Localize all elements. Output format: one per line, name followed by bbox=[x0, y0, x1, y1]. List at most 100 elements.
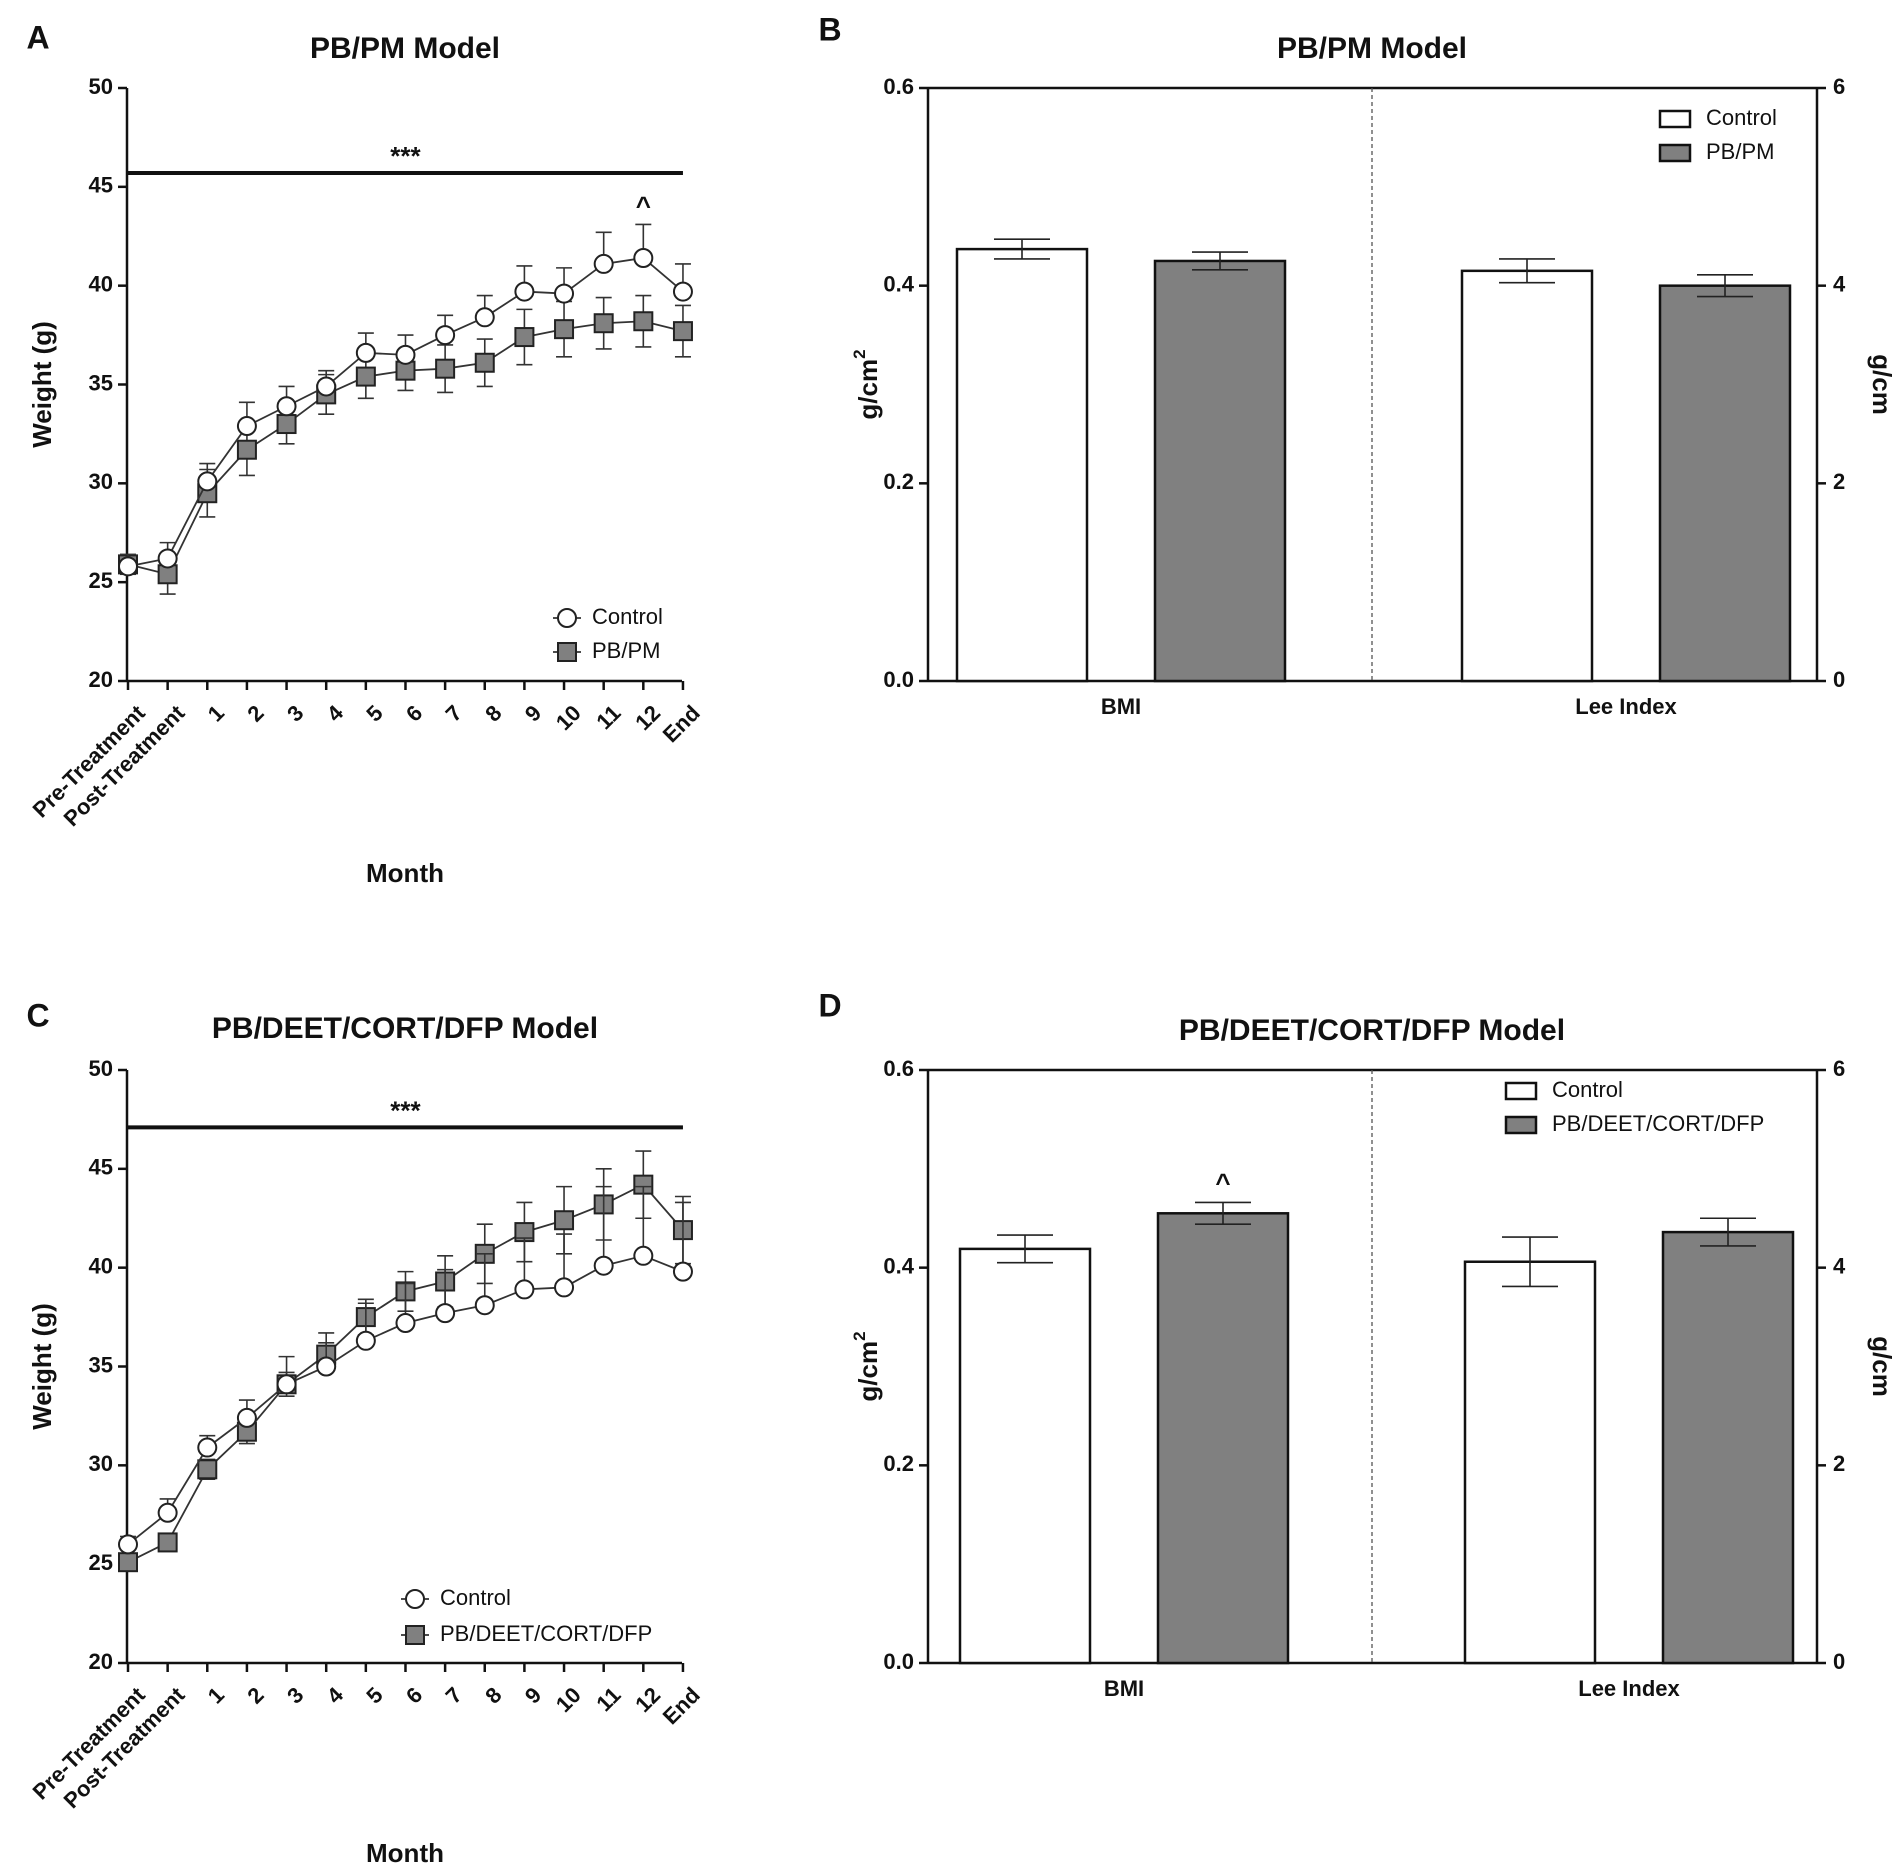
legend-label: Control bbox=[1706, 105, 1777, 130]
x-tick-label: 6 bbox=[401, 1682, 427, 1708]
legend-swatch bbox=[1658, 143, 1692, 163]
y-tick-label-left: 0.0 bbox=[883, 1649, 914, 1674]
x-axis-label: Month bbox=[366, 858, 444, 888]
bar-control bbox=[955, 247, 1089, 683]
x-category-label: BMI bbox=[1101, 694, 1141, 719]
data-point bbox=[236, 439, 257, 460]
series-line bbox=[127, 1183, 684, 1563]
series-line bbox=[127, 257, 684, 568]
y-tick-label: 30 bbox=[89, 1451, 113, 1476]
data-point bbox=[118, 1534, 138, 1555]
series-control bbox=[118, 1185, 693, 1555]
x-category-label: Lee Index bbox=[1578, 1676, 1680, 1701]
y-axis-label-left-sup: 2 bbox=[850, 349, 869, 358]
panel-label: C bbox=[26, 997, 49, 1033]
x-tick-label: 2 bbox=[242, 700, 268, 726]
x-tick-label: 9 bbox=[520, 700, 546, 726]
x-tick-label: 3 bbox=[282, 700, 308, 726]
x-tick-label: 10 bbox=[551, 700, 586, 735]
x-tick-label: 2 bbox=[242, 1682, 268, 1708]
x-tick-label: End bbox=[658, 1682, 705, 1729]
series-control bbox=[118, 223, 693, 577]
legend-label: Control bbox=[592, 604, 663, 629]
y-axis-label-left: g/cm2 bbox=[850, 349, 883, 419]
x-tick-label: 8 bbox=[480, 700, 506, 726]
legend-label: PB/PM bbox=[592, 638, 660, 663]
data-point bbox=[435, 358, 456, 379]
data-point bbox=[395, 1313, 416, 1334]
y-tick-label: 35 bbox=[89, 1352, 113, 1377]
data-point bbox=[514, 1279, 535, 1300]
data-point bbox=[633, 311, 654, 332]
data-point bbox=[276, 1374, 297, 1395]
legend: Control PB/DEET/CORT/DFP bbox=[401, 1585, 652, 1646]
data-point bbox=[197, 471, 218, 492]
panel-label: B bbox=[818, 11, 841, 47]
data-point bbox=[514, 327, 535, 348]
x-category-label: Lee Index bbox=[1575, 694, 1677, 719]
chart-title: PB/DEET/CORT/DFP Model bbox=[1179, 1014, 1565, 1047]
line-chart-A: A PB/PM Model20253035404550Pre-TreatmentP… bbox=[26, 19, 704, 888]
panel-label: A bbox=[26, 19, 49, 55]
x-tick-label: 6 bbox=[401, 700, 427, 726]
annotation-caret: ^ bbox=[1215, 1168, 1230, 1198]
bar-control bbox=[1463, 1260, 1597, 1665]
chart-title: PB/DEET/CORT/DFP Model bbox=[212, 1012, 598, 1045]
x-tick-label: 8 bbox=[480, 1682, 506, 1708]
x-tick-label: End bbox=[658, 700, 705, 747]
x-tick-label: 9 bbox=[520, 1682, 546, 1708]
legend: Control PB/PM bbox=[553, 604, 663, 663]
x-tick-label: 5 bbox=[361, 1682, 387, 1708]
data-point bbox=[236, 1407, 257, 1428]
y-axis-label-right: g/cm bbox=[1867, 354, 1897, 415]
data-point bbox=[672, 281, 693, 302]
chart-title: PB/PM Model bbox=[310, 32, 500, 65]
x-axis-label: Month bbox=[366, 1838, 444, 1868]
y-tick-label: 45 bbox=[89, 1155, 113, 1180]
y-tick-label: 40 bbox=[89, 1253, 113, 1278]
data-point bbox=[435, 325, 456, 346]
y-tick-label-left: 0.6 bbox=[883, 1056, 914, 1081]
legend-label: PB/DEET/CORT/DFP bbox=[1552, 1111, 1764, 1136]
data-point bbox=[474, 352, 495, 373]
legend-marker-square bbox=[557, 642, 577, 662]
y-tick-label: 20 bbox=[89, 667, 113, 692]
x-tick-label: 3 bbox=[282, 1682, 308, 1708]
legend-marker-circle bbox=[405, 1589, 425, 1609]
x-tick-label: 5 bbox=[361, 700, 387, 726]
panel-label: D bbox=[818, 987, 841, 1023]
legend-marker-square bbox=[405, 1625, 425, 1645]
y-axis-label-left-text: g/cm bbox=[853, 359, 883, 420]
data-point bbox=[474, 307, 495, 328]
data-point bbox=[633, 247, 654, 268]
y-axis-label: Weight (g) bbox=[27, 1303, 57, 1430]
legend-label: Control bbox=[1552, 1077, 1623, 1102]
y-tick-label: 40 bbox=[89, 271, 113, 296]
legend-marker-circle bbox=[557, 608, 577, 628]
bar-treatment bbox=[1661, 1230, 1795, 1665]
line-chart-C: C PB/DEET/CORT/DFP Model20253035404550Pre… bbox=[26, 997, 704, 1868]
y-tick-label: 30 bbox=[89, 469, 113, 494]
data-point bbox=[395, 344, 416, 365]
x-tick-label: 1 bbox=[203, 1682, 229, 1708]
data-point bbox=[355, 366, 376, 387]
y-tick-label-left: 0.2 bbox=[883, 469, 914, 494]
y-tick-label: 45 bbox=[89, 173, 113, 198]
y-tick-label-right: 4 bbox=[1833, 1253, 1846, 1278]
y-axis-label-left: g/cm2 bbox=[850, 1331, 883, 1401]
data-point bbox=[157, 1502, 178, 1523]
legend: Control PB/PM bbox=[1658, 105, 1777, 164]
y-tick-label-right: 4 bbox=[1833, 271, 1846, 296]
bar-control bbox=[1460, 269, 1594, 683]
data-point bbox=[118, 556, 138, 577]
y-tick-label-right: 0 bbox=[1833, 1649, 1845, 1674]
data-point bbox=[672, 1261, 693, 1282]
legend: Control PB/DEET/CORT/DFP bbox=[1504, 1077, 1764, 1136]
y-tick-label-left: 0.0 bbox=[883, 667, 914, 692]
y-tick-label: 35 bbox=[89, 370, 113, 395]
legend-swatch bbox=[1658, 109, 1692, 129]
y-tick-label-right: 6 bbox=[1833, 1056, 1845, 1081]
y-tick-label-left: 0.2 bbox=[883, 1451, 914, 1476]
x-tick-label: 7 bbox=[441, 1682, 467, 1708]
